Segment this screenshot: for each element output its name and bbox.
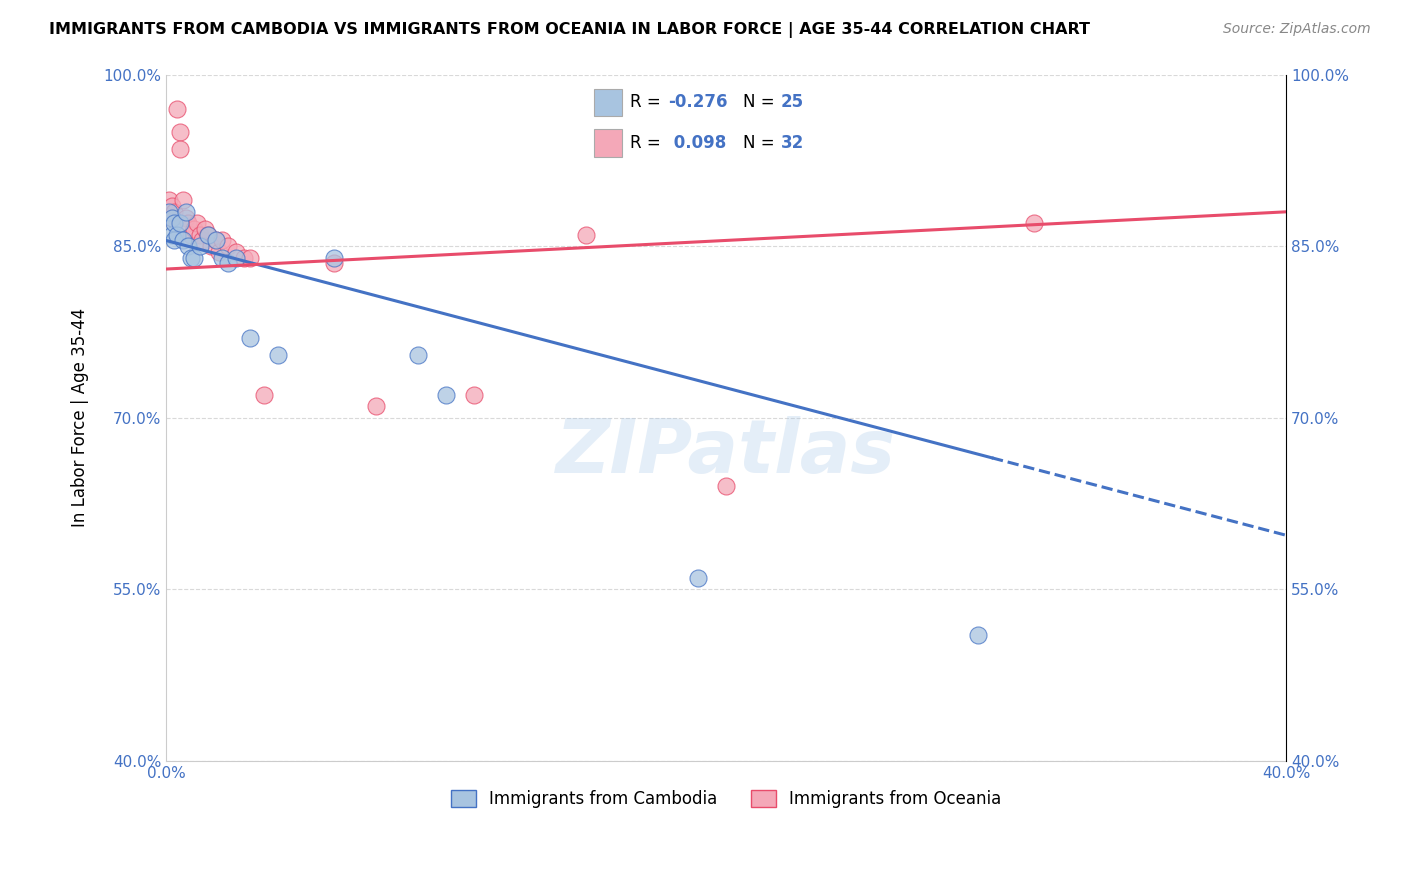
- Text: N =: N =: [742, 134, 779, 152]
- Point: [217, 239, 239, 253]
- Point: [160, 211, 183, 225]
- Point: [183, 251, 205, 265]
- Point: [463, 388, 485, 402]
- Point: [177, 239, 200, 253]
- Point: [197, 227, 219, 242]
- Point: [208, 244, 231, 259]
- Point: [225, 251, 247, 265]
- Text: ZIPatlas: ZIPatlas: [555, 416, 896, 489]
- Point: [172, 234, 194, 248]
- Point: [1022, 216, 1045, 230]
- Point: [174, 211, 197, 225]
- Point: [174, 204, 197, 219]
- Point: [166, 102, 188, 116]
- Point: [225, 244, 247, 259]
- Point: [172, 194, 194, 208]
- Bar: [595, 89, 621, 116]
- Point: [323, 256, 346, 270]
- Point: [406, 348, 429, 362]
- Point: [575, 227, 598, 242]
- Point: [180, 251, 202, 265]
- Point: [205, 234, 228, 248]
- Text: 25: 25: [780, 94, 804, 112]
- Point: [323, 251, 346, 265]
- Point: [191, 234, 214, 248]
- Point: [163, 234, 186, 248]
- Point: [434, 388, 457, 402]
- Point: [166, 227, 188, 242]
- Point: [169, 216, 191, 230]
- Point: [157, 204, 180, 219]
- Text: Source: ZipAtlas.com: Source: ZipAtlas.com: [1223, 22, 1371, 37]
- Point: [160, 211, 183, 225]
- Text: R =: R =: [630, 134, 666, 152]
- Point: [188, 227, 211, 242]
- Point: [239, 251, 262, 265]
- Point: [205, 234, 228, 248]
- Point: [163, 216, 186, 230]
- Point: [200, 239, 222, 253]
- Point: [686, 571, 709, 585]
- Point: [267, 348, 290, 362]
- Text: IMMIGRANTS FROM CAMBODIA VS IMMIGRANTS FROM OCEANIA IN LABOR FORCE | AGE 35-44 C: IMMIGRANTS FROM CAMBODIA VS IMMIGRANTS F…: [49, 22, 1090, 38]
- Point: [160, 199, 183, 213]
- Point: [169, 125, 191, 139]
- Point: [183, 222, 205, 236]
- Point: [197, 227, 219, 242]
- Text: 32: 32: [780, 134, 804, 152]
- Point: [188, 239, 211, 253]
- Point: [714, 479, 737, 493]
- Point: [211, 251, 233, 265]
- Point: [211, 234, 233, 248]
- Point: [180, 227, 202, 242]
- Point: [967, 628, 990, 642]
- Legend: Immigrants from Cambodia, Immigrants from Oceania: Immigrants from Cambodia, Immigrants fro…: [444, 783, 1008, 814]
- Point: [364, 400, 387, 414]
- Point: [160, 227, 183, 242]
- Point: [163, 204, 186, 219]
- Y-axis label: In Labor Force | Age 35-44: In Labor Force | Age 35-44: [72, 309, 89, 527]
- Point: [253, 388, 276, 402]
- Text: N =: N =: [742, 94, 779, 112]
- Point: [239, 331, 262, 345]
- Point: [194, 222, 217, 236]
- Point: [169, 142, 191, 156]
- Text: -0.276: -0.276: [668, 94, 728, 112]
- Text: R =: R =: [630, 94, 666, 112]
- Text: 0.098: 0.098: [668, 134, 727, 152]
- Point: [217, 256, 239, 270]
- Point: [233, 251, 256, 265]
- Point: [186, 216, 208, 230]
- Bar: [595, 129, 621, 157]
- Point: [177, 216, 200, 230]
- Point: [157, 194, 180, 208]
